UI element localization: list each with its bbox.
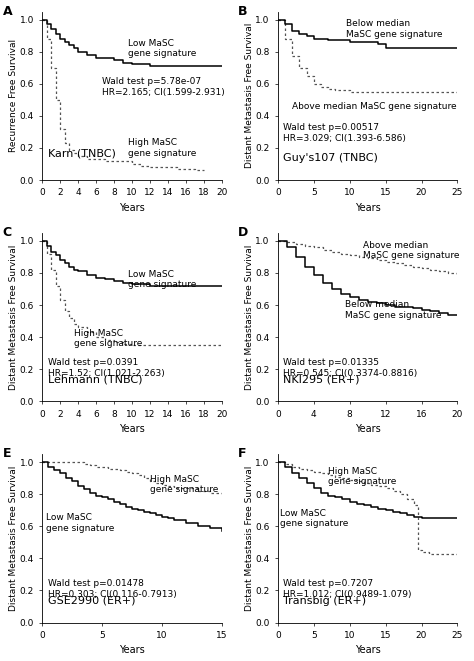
Text: Transbig (ER+): Transbig (ER+) (283, 596, 366, 605)
Text: Below median
MaSC gene signature: Below median MaSC gene signature (346, 19, 443, 39)
Y-axis label: Recurrence Free Survival: Recurrence Free Survival (9, 39, 18, 152)
Text: High MaSC
gene signature: High MaSC gene signature (150, 475, 219, 494)
Text: Wald test p=0.0391
HR=1.52; CI(1.021-2.263): Wald test p=0.0391 HR=1.52; CI(1.021-2.2… (48, 358, 164, 377)
Y-axis label: Distant Metastasis Free Survival: Distant Metastasis Free Survival (245, 465, 254, 611)
Text: B: B (238, 5, 248, 18)
Text: Low MaSC
gene signature: Low MaSC gene signature (128, 39, 196, 58)
X-axis label: Years: Years (119, 424, 145, 434)
Text: Lehmann (TNBC): Lehmann (TNBC) (48, 374, 142, 385)
X-axis label: Years: Years (355, 424, 381, 434)
Text: NKI295 (ER+): NKI295 (ER+) (283, 374, 360, 385)
Text: Wald test p=0.00517
HR=3.029; CI(1.393-6.586): Wald test p=0.00517 HR=3.029; CI(1.393-6… (283, 123, 406, 143)
Y-axis label: Distant Metastasis Free Survival: Distant Metastasis Free Survival (245, 23, 254, 169)
Text: Low MaSC
gene signature: Low MaSC gene signature (128, 270, 196, 289)
Text: Wald test p=0.01335
HR=0.545; CI(0.3374-0.8816): Wald test p=0.01335 HR=0.545; CI(0.3374-… (283, 358, 418, 377)
Y-axis label: Distant Metastasis Free Survival: Distant Metastasis Free Survival (245, 245, 254, 390)
Text: High MaSC
gene signature: High MaSC gene signature (328, 467, 396, 486)
X-axis label: Years: Years (355, 203, 381, 213)
Text: High MaSC
gene signature: High MaSC gene signature (74, 329, 142, 348)
Text: A: A (3, 5, 12, 18)
Text: Above median MaSC gene signature: Above median MaSC gene signature (292, 102, 457, 111)
Text: Wald test p=5.78e-07
HR=2.165; CI(1.599-2.931): Wald test p=5.78e-07 HR=2.165; CI(1.599-… (101, 77, 224, 97)
Text: High MaSC
gene signature: High MaSC gene signature (128, 138, 196, 157)
Text: Guy's107 (TNBC): Guy's107 (TNBC) (283, 153, 378, 163)
Text: C: C (3, 226, 12, 239)
Text: Wald test p=0.7207
HR=1.012; CI(0.9489-1.079): Wald test p=0.7207 HR=1.012; CI(0.9489-1… (283, 579, 412, 599)
Text: D: D (238, 226, 248, 239)
Text: E: E (3, 447, 11, 460)
X-axis label: Years: Years (355, 645, 381, 656)
Text: F: F (238, 447, 247, 460)
X-axis label: Years: Years (119, 645, 145, 656)
Text: Low MaSC
gene signature: Low MaSC gene signature (46, 514, 114, 533)
Text: Karn (TNBC): Karn (TNBC) (48, 148, 116, 158)
Text: Below median
MaSC gene signature: Below median MaSC gene signature (345, 300, 442, 319)
Text: GSE2990 (ER+): GSE2990 (ER+) (48, 596, 135, 605)
Text: Above median
MaSC gene signature: Above median MaSC gene signature (363, 241, 460, 260)
X-axis label: Years: Years (119, 203, 145, 213)
Text: Wald test p=0.01478
HR=0.303; CI(0.116-0.7913): Wald test p=0.01478 HR=0.303; CI(0.116-0… (48, 579, 176, 599)
Y-axis label: Distant Metastasis Free Survival: Distant Metastasis Free Survival (9, 465, 18, 611)
Y-axis label: Distant Metastasis Free Survival: Distant Metastasis Free Survival (9, 245, 18, 390)
Text: Low MaSC
gene signature: Low MaSC gene signature (280, 508, 348, 528)
